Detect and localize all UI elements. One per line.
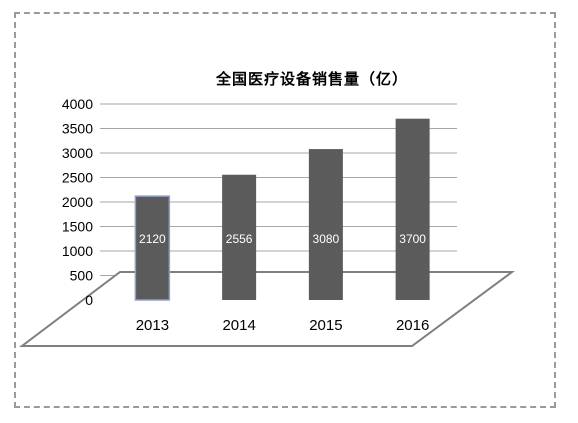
x-category-label: 2015: [309, 317, 342, 334]
x-category-label: 2016: [396, 317, 429, 334]
x-category-label: 2014: [222, 317, 255, 334]
bar-2014: [222, 174, 257, 300]
data-label-2016: 3700: [399, 232, 426, 246]
chart-title: 全国医疗设备销售量（亿）: [215, 70, 408, 88]
y-tick-label: 3500: [62, 121, 93, 137]
data-label-2014: 2556: [226, 232, 253, 246]
bars: 2120 2556 3080 3700: [134, 118, 430, 301]
y-tick-label: 500: [70, 268, 94, 284]
y-tick-label: 4000: [62, 96, 93, 112]
bar-2016: [395, 118, 430, 300]
y-tick-label: 1000: [62, 243, 93, 259]
y-tick-label: 2500: [62, 170, 93, 186]
bar-2015: [308, 149, 343, 300]
x-category-label: 2013: [136, 317, 169, 334]
floor-plane: [19, 271, 516, 347]
bar-2013: [134, 195, 171, 301]
y-tick-label: 2000: [62, 194, 93, 210]
data-label-2015: 3080: [313, 232, 340, 246]
data-label-2013: 2120: [139, 232, 166, 246]
y-tick-label: 3000: [62, 145, 93, 161]
y-axis-ticks: 0 500 1000 1500 2000 2500 3000 3500 4000: [62, 96, 93, 308]
y-tick-label: 0: [85, 292, 93, 308]
x-axis-categories: 2013 2014 2015 2016: [136, 317, 430, 334]
y-tick-label: 1500: [62, 219, 93, 235]
